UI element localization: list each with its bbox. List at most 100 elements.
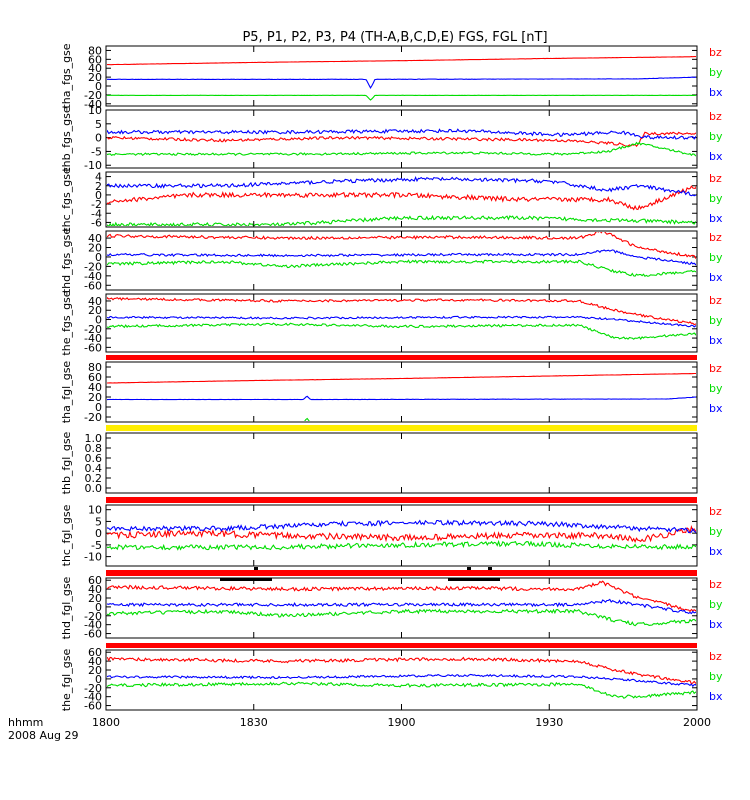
panel-ylabel: thb_fgl_gse	[60, 431, 73, 494]
y-tick-label: 0	[95, 527, 102, 540]
y-tick-label: 0	[95, 601, 102, 614]
status-bar	[106, 355, 697, 360]
y-tick-label: -40	[84, 619, 102, 632]
gap-indicator	[220, 578, 272, 581]
legend-by: by	[709, 382, 723, 395]
y-tick-label: 1.0	[85, 432, 103, 445]
y-tick-label: -6	[91, 216, 102, 229]
series-line-bx	[107, 673, 696, 688]
y-tick-label: 60	[88, 574, 102, 587]
y-tick-label: 0.8	[85, 442, 103, 455]
y-tick-label: 4	[95, 171, 102, 184]
status-bar	[106, 497, 697, 503]
status-bar	[106, 425, 697, 431]
y-tick-label: 5	[95, 118, 102, 131]
panel-thc-fgs-gse: 420-2-4-6 thc_fgs_gse bz by bx	[60, 167, 723, 232]
legend-by: by	[709, 598, 723, 611]
legend-by: by	[709, 66, 723, 79]
status-bar	[106, 643, 697, 648]
legend-bx: bx	[709, 150, 723, 163]
y-tick-label: 2	[95, 180, 102, 193]
y-tick-label: -20	[84, 411, 102, 424]
series-line-bx	[107, 519, 696, 534]
legend-by: by	[709, 192, 723, 205]
legend-by: by	[709, 525, 723, 538]
series-line-by	[107, 259, 696, 278]
y-tick-label: 0.0	[85, 482, 103, 495]
y-tick-label: 40	[88, 62, 102, 75]
legend-bz: bz	[709, 650, 722, 663]
series-line-bz	[107, 184, 696, 211]
panel-ylabel: thc_fgs_gse	[60, 167, 73, 232]
legend-bz: bz	[709, 172, 722, 185]
legend-bz: bz	[709, 110, 722, 123]
y-tick-label: 40	[88, 583, 102, 596]
legend-by: by	[709, 130, 723, 143]
gap-indicator	[488, 567, 492, 570]
y-tick-label: 40	[88, 232, 102, 245]
y-tick-label: 0	[95, 189, 102, 202]
y-tick-label: 10	[88, 504, 102, 517]
legend-bx: bx	[709, 618, 723, 631]
panel-ylabel: thb_fgs_gse	[60, 106, 73, 172]
legend-by: by	[709, 314, 723, 327]
series-line-by	[107, 608, 696, 627]
legend-by: by	[709, 670, 723, 683]
series-line-by	[107, 539, 696, 551]
legend-bx: bx	[709, 690, 723, 703]
y-tick-label: 0.6	[85, 452, 103, 465]
legend-bx: bx	[709, 212, 723, 225]
x-tick-label: 1930	[535, 716, 563, 729]
series-line-by	[107, 214, 696, 226]
chart-title: P5, P1, P2, P3, P4 (TH-A,B,C,D,E) FGS, F…	[242, 30, 547, 45]
y-tick-label: 20	[88, 242, 102, 255]
y-tick-label: 0.4	[85, 462, 103, 475]
legend-bz: bz	[709, 362, 722, 375]
y-tick-label: 0	[95, 673, 102, 686]
y-tick-label: 20	[88, 304, 102, 317]
series-line-by	[107, 94, 696, 101]
y-tick-label: 20	[88, 391, 102, 404]
y-tick-label: 20	[88, 592, 102, 605]
y-tick-label: 80	[88, 44, 102, 57]
y-tick-label: -20	[84, 610, 102, 623]
y-tick-label: -20	[84, 260, 102, 273]
y-tick-label: -60	[84, 279, 102, 292]
series-line-bx	[107, 128, 696, 140]
series-line-by	[107, 681, 696, 699]
series-line-bx	[107, 76, 696, 90]
y-tick-label: -60	[84, 628, 102, 641]
gap-indicator	[448, 578, 500, 581]
y-tick-label: 0	[95, 80, 102, 93]
panel-frame	[105, 504, 698, 567]
y-tick-label: 0	[95, 314, 102, 327]
y-tick-label: 0	[95, 251, 102, 264]
y-tick-label: 0	[95, 132, 102, 145]
y-tick-label: 0.2	[85, 472, 103, 485]
legend-bz: bz	[709, 231, 722, 244]
gap-indicator	[254, 567, 258, 570]
y-tick-label: -20	[84, 682, 102, 695]
x-tick-label: 1830	[240, 716, 268, 729]
legend-bx: bx	[709, 545, 723, 558]
y-tick-label: -20	[84, 323, 102, 336]
panel-ylabel: the_fgl_gse	[60, 649, 73, 712]
y-tick-label: 80	[88, 361, 102, 374]
panel-ylabel: thc_fgl_gse	[60, 504, 73, 566]
legend-by: by	[709, 251, 723, 264]
legend-bz: bz	[709, 578, 722, 591]
y-tick-label: 60	[88, 53, 102, 66]
y-tick-label: -10	[84, 551, 102, 564]
panel-frame	[105, 293, 698, 353]
legend-bz: bz	[709, 294, 722, 307]
series-line-bz	[107, 131, 696, 148]
panel-ylabel: thd_fgs_gse	[60, 228, 73, 294]
y-tick-label: 40	[88, 381, 102, 394]
